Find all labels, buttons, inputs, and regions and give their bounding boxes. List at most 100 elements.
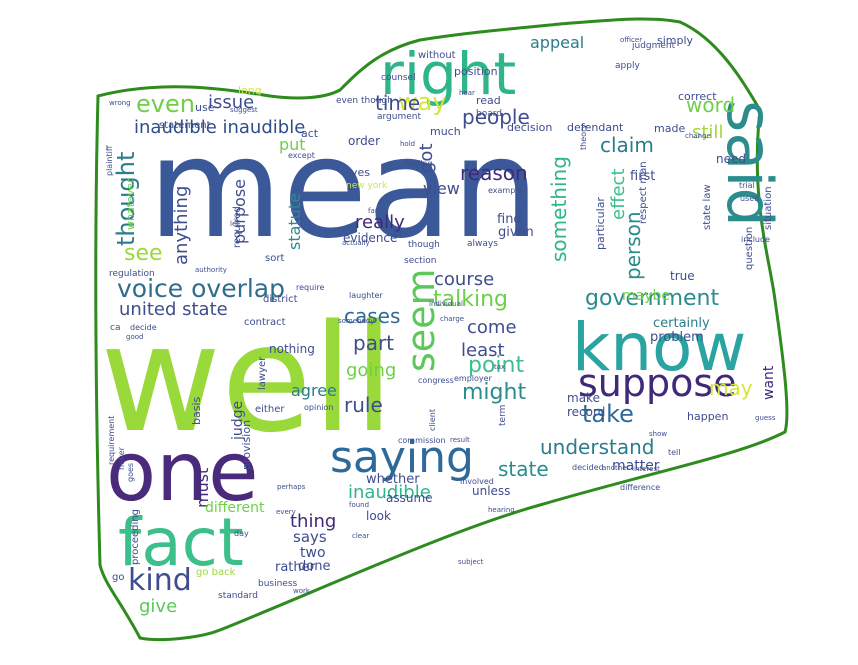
word-inaudible: inaudible — [348, 482, 431, 503]
word-sort: sort — [265, 253, 284, 264]
word-claim: claim — [600, 133, 654, 157]
word-effect: effect — [608, 168, 629, 220]
word-whatever: whatever — [124, 178, 137, 230]
word-happen: happen — [687, 410, 728, 423]
word-standard: standard — [218, 591, 258, 601]
word-anything: anything — [171, 186, 192, 265]
word-decided: decided — [572, 463, 604, 472]
word-charge: charge — [440, 315, 464, 323]
word-find: find — [497, 212, 522, 227]
word-guess: guess — [755, 414, 776, 422]
word-agree: agree — [291, 381, 337, 400]
word-thing: thing — [290, 511, 336, 532]
word-officer: officer — [620, 36, 642, 44]
word-use: use — [195, 101, 215, 114]
word-cases: cases — [344, 304, 400, 328]
word-maybe: maybe — [622, 288, 670, 304]
word-perhaps: perhaps — [277, 483, 306, 491]
word-hearing: hearing — [488, 506, 515, 514]
word-something: something — [547, 156, 571, 262]
word-lawyer: lawyer — [257, 356, 268, 390]
word-difference: difference — [620, 483, 660, 492]
word-new-york: new york — [346, 181, 388, 191]
word-said: said — [713, 100, 786, 227]
word-talking: talking — [433, 287, 508, 312]
word-subject: subject — [458, 558, 484, 566]
word-look: look — [366, 509, 391, 523]
word-let: let — [230, 220, 239, 228]
word-somebody: somebody — [338, 317, 374, 325]
word-client: client — [428, 409, 437, 431]
word-finding: finding — [405, 159, 433, 168]
word-true: true — [670, 269, 695, 283]
word-says: says — [293, 528, 327, 546]
word-purpose: purpose — [230, 179, 249, 244]
word-give: give — [139, 596, 177, 617]
word-required: required — [232, 206, 243, 248]
word-whether: whether — [366, 472, 420, 487]
word-understand: understand — [540, 435, 654, 459]
word-course: course — [434, 269, 494, 290]
word-judge: judge — [230, 401, 246, 441]
word-issue: issue — [208, 92, 254, 113]
word-question: question — [744, 227, 755, 270]
word-way: way — [398, 88, 447, 116]
word-made: made — [654, 122, 685, 135]
word-first: first — [630, 169, 655, 184]
word-appeal: appeal — [530, 33, 584, 52]
word-need: need — [716, 152, 746, 166]
word-fact: fact — [118, 504, 244, 581]
word-provision: provision — [240, 420, 253, 470]
word-theory: theory — [579, 124, 588, 150]
word-decide: decide — [130, 323, 157, 332]
word-require: require — [296, 283, 325, 292]
word-proceeding: proceeding — [130, 509, 141, 565]
word-take: take — [582, 400, 634, 428]
word-certainly: certainly — [653, 316, 710, 331]
word-time: time — [375, 91, 420, 115]
word-go: go — [112, 572, 124, 583]
word-far: far — [368, 207, 378, 215]
word-right: right — [380, 40, 516, 108]
word-congress: congress — [418, 376, 454, 385]
word-board: board — [476, 109, 502, 119]
word-assume: assume — [386, 491, 433, 505]
word-never: never — [117, 446, 126, 470]
word-order: order — [348, 134, 380, 148]
word-act: act — [301, 127, 319, 140]
word-going: going — [346, 360, 396, 381]
word-rule: rule — [344, 393, 383, 417]
word-tax: tax — [494, 363, 505, 371]
word-though: though — [408, 240, 440, 250]
word-know: know — [572, 309, 746, 386]
word-even: even — [136, 90, 195, 118]
word-state: state — [498, 457, 549, 481]
word-regulation: regulation — [109, 269, 155, 279]
word-simply: simply — [657, 34, 694, 47]
word-mean: mean — [148, 108, 539, 269]
word-read: read — [476, 94, 501, 107]
word-point: point — [468, 353, 524, 378]
word-counsel: counsel — [381, 73, 416, 83]
word-goes: goes — [126, 463, 135, 482]
word-change: change — [685, 132, 711, 140]
word-least: least — [461, 340, 505, 361]
word-term: term — [498, 405, 508, 426]
word-yes: yes — [351, 166, 370, 179]
word-basis: basis — [190, 396, 203, 425]
word-might: might — [462, 380, 526, 405]
word-come: come — [467, 317, 517, 338]
word-matter: matter — [612, 458, 660, 474]
word-contract: contract — [244, 317, 286, 328]
word-ca: ca — [110, 323, 120, 333]
word-without: without — [418, 50, 456, 61]
word-part: part — [353, 331, 394, 355]
word-employer: employer — [454, 374, 493, 383]
word-used: used — [740, 194, 759, 203]
word-hold: hold — [400, 140, 415, 148]
word-district: district — [263, 294, 298, 305]
word-may: may — [709, 376, 753, 400]
word-people: people — [462, 105, 530, 129]
word-position: position — [454, 65, 498, 78]
